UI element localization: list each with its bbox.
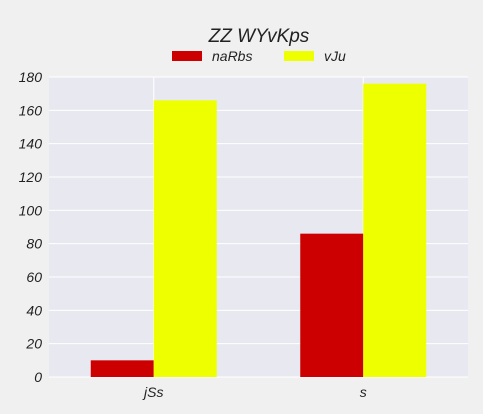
y-tick-label: 120	[19, 169, 43, 185]
x-tick-label: s	[360, 384, 367, 400]
y-tick-label: 160	[19, 102, 43, 118]
y-tick-label: 20	[25, 336, 42, 352]
y-axis: 0 20 40 60 80 100 120 140 160 180	[19, 69, 43, 385]
y-tick-label: 0	[34, 369, 42, 385]
y-tick-label: 180	[19, 69, 43, 85]
y-tick-label: 140	[19, 136, 43, 152]
x-tick-label: jSs	[142, 384, 163, 400]
y-tick-label: 100	[19, 202, 43, 218]
x-axis: jSs s	[142, 384, 367, 400]
legend-swatch-vJu	[284, 51, 314, 61]
bar-naRbs-s	[300, 233, 364, 377]
legend-label-naRbs: naRbs	[212, 48, 252, 64]
bar-naRbs-jSs	[90, 360, 154, 377]
legend: naRbs vJu	[172, 48, 346, 64]
bar-vJu-jSs	[153, 100, 217, 377]
legend-swatch-naRbs	[172, 51, 202, 61]
bar-vJu-s	[363, 83, 427, 378]
legend-label-vJu: vJu	[324, 48, 346, 64]
y-tick-label: 80	[26, 236, 42, 252]
y-tick-label: 40	[26, 302, 42, 318]
chart-title: ZZ WYvKps	[208, 26, 310, 47]
bars	[90, 83, 427, 378]
y-tick-label: 60	[26, 269, 42, 285]
